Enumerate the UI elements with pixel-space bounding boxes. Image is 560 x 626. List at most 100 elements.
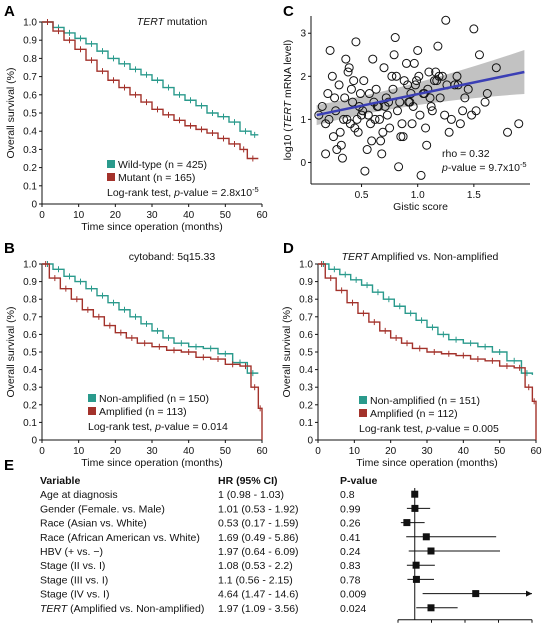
data-point	[375, 114, 385, 124]
data-point	[413, 45, 423, 55]
data-point	[368, 54, 378, 64]
km-plot-cytoband: 0 0.1 0.2 0.3 0.4 0.5 0.6 0.7 0.8 0.9 1.0 0 10 20 30 40…	[5, 251, 268, 469]
data-point	[391, 71, 401, 81]
x-axis-label: Gistic score	[393, 201, 448, 213]
data-point	[401, 58, 411, 68]
legend-label: Mutant (n = 165)	[118, 172, 195, 184]
y-tick-label: 0.7	[23, 72, 37, 83]
data-point	[397, 119, 407, 129]
x-tick-label: 60	[256, 446, 268, 457]
plot-title: TERT mutation	[137, 16, 208, 28]
y-tick-label: 0.5	[299, 348, 313, 359]
y-axis-label: log10 (TERT mRNA level)	[282, 40, 294, 161]
panel-label-e: E	[4, 457, 14, 474]
legend-swatch	[107, 173, 115, 181]
data-point	[339, 114, 349, 124]
data-point	[359, 76, 369, 86]
legend-swatch	[88, 394, 96, 402]
x-tick-label: 60	[256, 210, 268, 221]
y-tick-label: 0.1	[23, 181, 37, 192]
data-point	[398, 132, 408, 142]
data-point	[340, 93, 350, 103]
forest-row-hr: 0.53 (0.17 - 1.59)	[218, 518, 299, 530]
forest-row-variable: Race (Asian vs. White)	[40, 518, 147, 530]
forest-row-variable: Race (African American vs. White)	[40, 532, 200, 544]
data-point	[362, 145, 372, 155]
y-tick-label: 0.9	[299, 277, 313, 288]
forest-row-variable: Age at diagnosis	[40, 489, 118, 501]
legend-label: Non-amplified (n = 151)	[370, 395, 480, 407]
data-point	[327, 71, 337, 81]
x-tick-label: 20	[385, 446, 397, 457]
data-point	[427, 106, 437, 116]
x-axis-label: Time since operation (months)	[81, 457, 222, 469]
data-point	[382, 110, 392, 120]
x-tick-label: 40	[458, 446, 470, 457]
data-point	[424, 67, 434, 77]
y-axis-label: Overall survival (%)	[5, 306, 17, 397]
data-point	[323, 89, 333, 99]
data-point	[351, 37, 361, 47]
data-point	[335, 127, 345, 137]
y-tick-label: 0	[307, 436, 313, 447]
data-point	[469, 24, 479, 34]
survival-curve	[42, 263, 259, 374]
legend-swatch	[107, 160, 115, 168]
data-point	[377, 149, 387, 159]
data-point	[330, 93, 340, 103]
data-point	[346, 84, 356, 94]
data-point	[324, 114, 334, 124]
data-point	[360, 166, 370, 176]
panel-label-a: A	[4, 3, 15, 20]
data-point	[415, 110, 425, 120]
y-tick-label: 0	[31, 200, 37, 211]
data-point	[388, 84, 398, 94]
column-header-variable: Variable	[40, 475, 80, 487]
data-point	[463, 84, 473, 94]
legend-swatch	[359, 409, 367, 417]
data-point	[367, 136, 377, 146]
data-point	[379, 63, 389, 73]
data-point	[432, 76, 442, 86]
y-tick-label: 0.2	[23, 400, 37, 411]
y-tick-label: 0.4	[299, 365, 313, 376]
y-tick-label: 0.2	[23, 163, 37, 174]
x-tick-label: 6	[496, 625, 502, 626]
forest-row-pvalue: 0.24	[340, 546, 361, 558]
data-point	[437, 71, 447, 81]
forest-row-pvalue: 0.024	[340, 603, 366, 615]
x-tick-label: 10	[349, 446, 361, 457]
x-tick-label: 20	[110, 446, 122, 457]
forest-row-pvalue: 0.41	[340, 532, 361, 544]
rho-annotation: rho = 0.32	[442, 148, 490, 160]
data-point	[503, 127, 513, 137]
forest-row-hr: 1.08 (0.53 - 2.2)	[218, 560, 293, 572]
data-point	[349, 76, 359, 86]
forest-row-variable: Stage (IV vs. I)	[40, 589, 109, 601]
data-point	[317, 101, 327, 111]
data-point	[440, 110, 450, 120]
legend-label: Amplified (n = 113)	[99, 406, 187, 418]
data-point	[314, 110, 324, 120]
x-tick-label: 8	[529, 625, 535, 626]
x-tick-label: 4	[462, 625, 468, 626]
data-point	[363, 110, 373, 120]
x-tick-label: 50	[494, 446, 506, 457]
legend-label: Amplified (n = 112)	[370, 408, 458, 420]
forest-row-pvalue: 0.26	[340, 518, 361, 530]
data-point	[378, 127, 388, 137]
km-plot-tert-mutation: 0 0.1 0.2 0.3 0.4 0.5 0.6 0.7 0.8 0.9 1.0 0 10 20 30 40…	[5, 16, 268, 233]
survival-curve	[42, 21, 259, 160]
data-point	[364, 89, 374, 99]
confidence-band	[316, 50, 525, 126]
survival-curve	[318, 263, 537, 440]
data-point	[390, 33, 400, 43]
data-point	[352, 114, 362, 124]
y-tick-label: 0.1	[23, 418, 37, 429]
hr-point	[427, 604, 435, 612]
y-tick-label: 0.3	[23, 383, 37, 394]
x-tick-label: 0.5	[355, 190, 369, 201]
y-tick-label: 0.6	[23, 90, 37, 101]
data-point	[467, 110, 477, 120]
x-tick-label: 50	[220, 446, 232, 457]
